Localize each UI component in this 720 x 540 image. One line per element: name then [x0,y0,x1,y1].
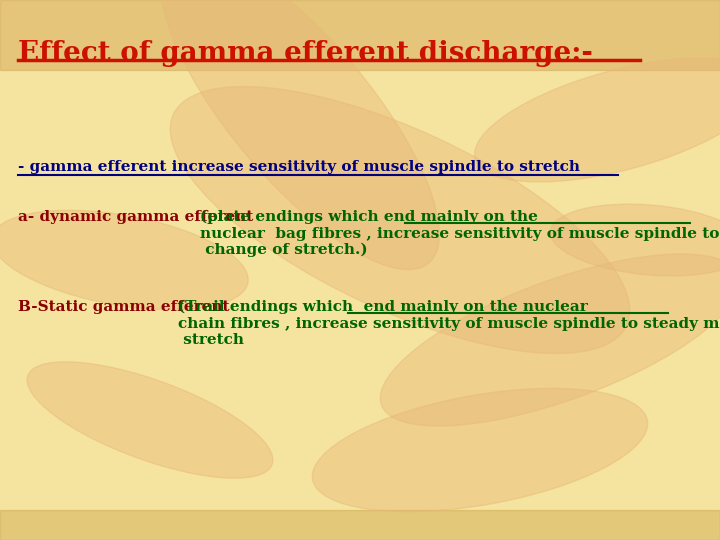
Ellipse shape [312,388,648,512]
Text: (plate endings which end mainly on the
nuclear  bag fibres , increase sensitivit: (plate endings which end mainly on the n… [200,210,720,257]
Bar [0,510,720,540]
Text: a- dynamic gamma efferent: a- dynamic gamma efferent [18,210,258,224]
Bar [0,0,720,70]
Text: (Trail endings which  end mainly on the nuclear
chain fibres , increase sensitiv: (Trail endings which end mainly on the n… [178,300,720,347]
Text: B-Static gamma efferent: B-Static gamma efferent [18,300,230,314]
Ellipse shape [0,210,248,310]
Ellipse shape [161,0,439,269]
Ellipse shape [380,254,720,426]
Ellipse shape [27,362,273,478]
Ellipse shape [170,86,630,354]
Ellipse shape [550,204,720,276]
Text: - gamma efferent increase sensitivity of muscle spindle to stretch: - gamma efferent increase sensitivity of… [18,160,580,174]
Text: Effect of gamma efferent discharge:-: Effect of gamma efferent discharge:- [18,40,593,67]
Ellipse shape [474,58,720,182]
